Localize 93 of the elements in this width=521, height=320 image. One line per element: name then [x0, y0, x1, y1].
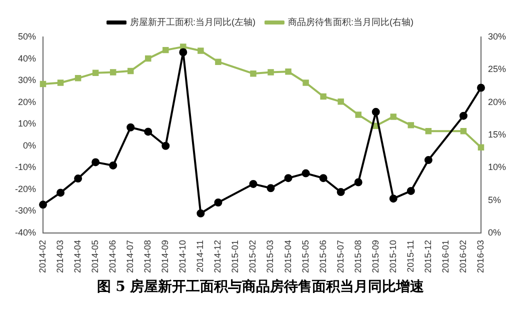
x-tick-label: 2015-01 [230, 240, 240, 273]
point [57, 80, 64, 86]
x-tick-label: 2014-10 [178, 240, 188, 273]
x-tick-label: 2016-03 [475, 240, 486, 273]
y-tick-label: -30% [14, 206, 36, 216]
y2-tick-label: 0% [488, 227, 501, 238]
point [162, 142, 170, 150]
point [56, 188, 65, 197]
x-tick-label: 2015-03 [265, 240, 276, 273]
point [250, 70, 256, 77]
y-tick-label: 30% [18, 75, 36, 86]
x-tick-label: 2015-06 [318, 240, 328, 273]
y-tick-label: 10% [18, 118, 36, 129]
x-tick-label: 2015-11 [405, 240, 416, 272]
point [268, 69, 274, 76]
point [145, 55, 152, 62]
point [180, 44, 186, 50]
point [284, 174, 292, 182]
point [127, 68, 134, 74]
point [336, 188, 345, 196]
x-tick-label: 2015-07 [335, 240, 346, 273]
y-tick-label: -10% [14, 162, 36, 172]
x-tick-label: 2015-09 [370, 240, 380, 273]
point [92, 158, 100, 166]
y-tick-label: 20% [18, 96, 36, 107]
point [215, 58, 222, 65]
point [424, 156, 432, 164]
point [408, 122, 414, 128]
y2-tick-label: 30% [488, 31, 506, 42]
x-tick-label: 2014-03 [55, 240, 66, 273]
point [390, 114, 397, 120]
point [39, 200, 48, 209]
point [302, 169, 310, 178]
point [355, 112, 362, 118]
point [425, 128, 432, 134]
point [144, 128, 152, 136]
y-tick-label: 50% [18, 31, 36, 42]
point [372, 108, 380, 116]
x-tick-label: 2015-02 [248, 240, 258, 273]
point [389, 194, 398, 203]
point [179, 48, 188, 56]
point [198, 48, 204, 54]
x-tick-label: 2014-09 [160, 240, 170, 273]
point [406, 186, 415, 195]
point [320, 93, 326, 100]
point [285, 68, 292, 75]
point [214, 198, 222, 206]
x-tick-label: 2015-10 [388, 240, 398, 273]
x-tick-label: 2014-02 [37, 240, 48, 273]
x-tick-label: 2015-12 [422, 240, 433, 273]
point [459, 112, 468, 120]
point [74, 174, 82, 183]
x-tick-label: 2016-01 [440, 240, 450, 273]
point [249, 180, 258, 188]
point [126, 123, 135, 132]
y-tick-label: 0% [22, 140, 36, 150]
x-tick-label: 2014-11 [195, 240, 206, 272]
point [266, 184, 275, 192]
point [460, 128, 467, 134]
point [74, 75, 82, 82]
point [478, 144, 484, 151]
point [196, 209, 205, 218]
y2-tick-label: 5% [488, 194, 501, 205]
y-tick-label: -20% [14, 184, 36, 194]
point [338, 98, 344, 105]
legend-label: 商品房待售面积:当月同比(右轴) [288, 16, 414, 27]
y2-tick-label: 15% [488, 129, 506, 140]
y-tick-label: 40% [18, 53, 36, 64]
x-tick-label: 2014-07 [125, 240, 136, 273]
x-tick-label: 2014-06 [108, 240, 118, 273]
point [92, 70, 99, 76]
point [162, 46, 169, 54]
point [110, 69, 116, 76]
point [109, 161, 118, 170]
point [354, 178, 362, 186]
legend-label: 房屋新开工面积:当月同比(左轴) [130, 16, 256, 27]
x-tick-label: 2015-05 [300, 240, 310, 273]
y-tick-label: -40% [14, 227, 36, 238]
x-tick-label: 2014-05 [90, 240, 100, 273]
x-tick-label: 2015-08 [352, 240, 363, 273]
text: 图 5 房屋新开工面积与商品房待售面积当月同比增速 [96, 278, 426, 296]
point [302, 80, 309, 86]
x-tick-label: 2014-08 [142, 240, 153, 273]
x-tick-label: 2015-04 [282, 240, 293, 273]
point [40, 80, 46, 88]
y2-tick-label: 25% [488, 64, 506, 74]
y2-tick-label: 10% [488, 162, 506, 172]
x-tick-label: 2016-02 [458, 240, 468, 273]
y2-tick-label: 20% [488, 96, 506, 107]
x-tick-label: 2014-04 [72, 240, 83, 273]
point [476, 84, 485, 92]
x-tick-label: 2014-12 [212, 240, 223, 273]
point [319, 174, 328, 182]
